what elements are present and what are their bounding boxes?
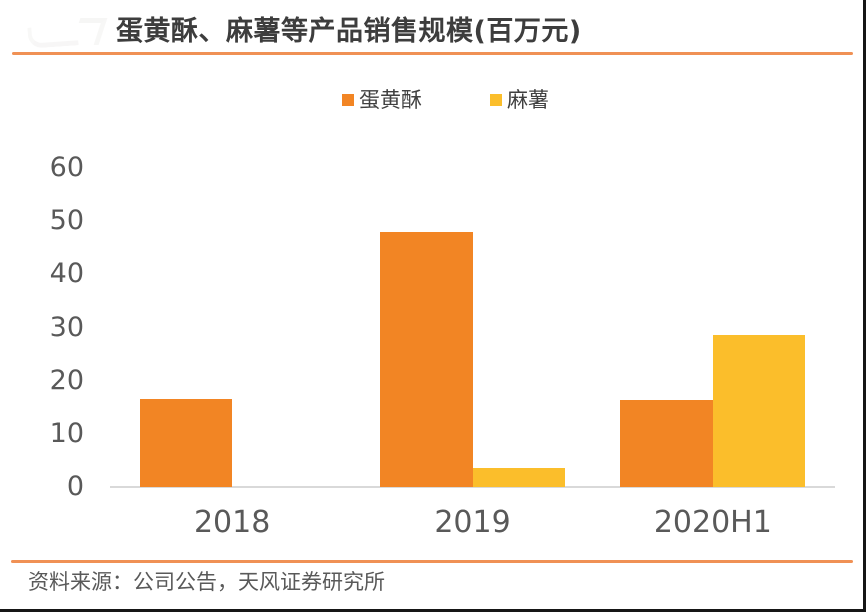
x-axis-label-2018: 2018 <box>193 505 271 540</box>
watermark-logo <box>24 12 108 50</box>
bar-蛋黄酥-2018 <box>139 399 233 487</box>
plot-area <box>112 168 833 487</box>
y-axis-label-60: 60 <box>49 152 84 183</box>
bar-麻薯-2019 <box>472 468 565 487</box>
y-axis-label-50: 50 <box>49 205 84 237</box>
legend-label-danhuangsu: 蛋黄酥 <box>359 88 422 112</box>
y-axis-label-0: 0 <box>66 471 84 502</box>
footer-rule <box>11 560 853 563</box>
title-underline-rule <box>12 52 853 55</box>
legend-swatch-danhuangsu <box>342 94 354 106</box>
legend-label-mashu: 麻薯 <box>507 88 549 112</box>
source-note: 资料来源：公司公告，天风证券研究所 <box>28 570 385 594</box>
bar-蛋黄酥-2019 <box>380 231 473 487</box>
x-axis-line <box>110 486 835 488</box>
legend-item-mashu: 麻薯 <box>490 87 549 113</box>
y-axis-label-20: 20 <box>49 364 84 396</box>
y-axis-label-10: 10 <box>49 417 84 449</box>
legend-swatch-mashu <box>490 94 502 106</box>
y-axis-label-30: 30 <box>49 311 84 343</box>
bar-蛋黄酥-2020H1 <box>620 400 713 487</box>
chart-legend: 蛋黄酥 麻薯 <box>342 87 549 113</box>
y-axis-label-40: 40 <box>49 258 84 290</box>
chart-title: 蛋黄酥、麻薯等产品销售规模(百万元) <box>116 16 582 47</box>
x-axis-label-2020H1: 2020H1 <box>653 505 772 540</box>
legend-item-danhuangsu: 蛋黄酥 <box>342 87 422 113</box>
bar-麻薯-2020H1 <box>712 335 806 487</box>
x-axis-label-2019: 2019 <box>434 505 511 540</box>
